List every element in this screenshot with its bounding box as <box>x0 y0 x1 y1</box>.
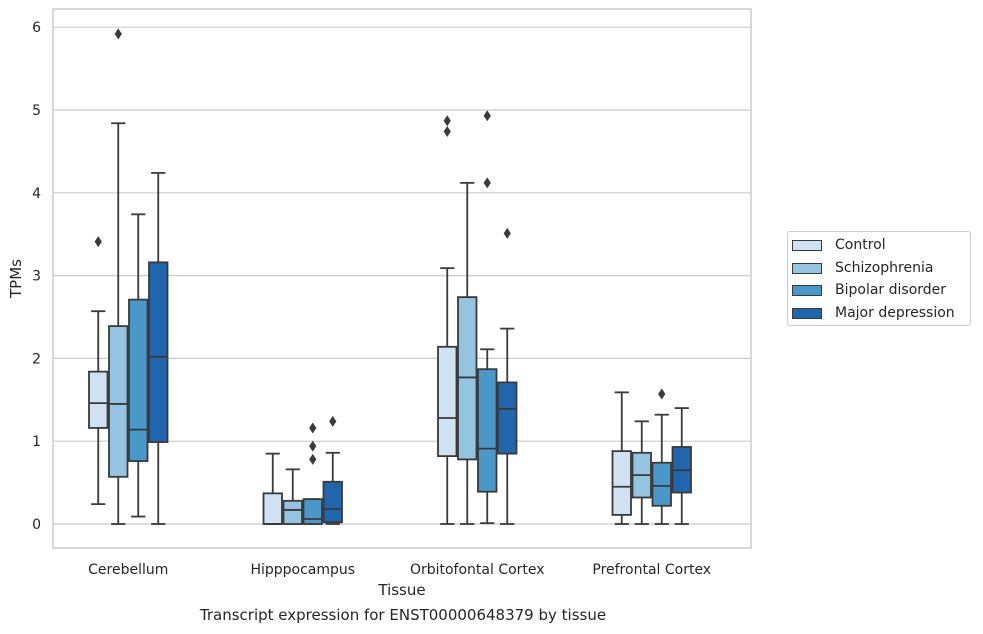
y-axis-label: TPMs <box>7 259 25 299</box>
legend-label-control: Control <box>835 237 886 253</box>
box <box>651 461 672 507</box>
y-tick-label: 3 <box>32 269 41 285</box>
box <box>282 499 303 525</box>
outlier-point <box>483 110 491 122</box>
x-tick-label: Hipppocampus <box>250 562 355 578</box>
x-tick-label: Prefrontal Cortex <box>592 562 711 578</box>
outlier-point <box>114 28 122 40</box>
legend-label-bipolar-disorder: Bipolar disorder <box>835 282 947 298</box>
outlier-point <box>443 115 451 127</box>
box <box>262 492 283 525</box>
box <box>148 261 169 443</box>
outlier-point <box>309 453 317 465</box>
legend-swatch-major-depression <box>792 307 822 319</box>
outlier-point <box>658 388 666 400</box>
legend-item-control: Control <box>792 235 886 255</box>
y-tick-label: 6 <box>32 20 41 36</box>
box <box>108 325 129 478</box>
box <box>322 480 343 524</box>
legend-swatch-bipolar-disorder <box>792 284 822 296</box>
legend-swatch-control <box>792 239 822 251</box>
box <box>128 298 149 462</box>
legend-item-bipolar-disorder: Bipolar disorder <box>792 280 946 300</box>
outlier-point <box>94 236 102 248</box>
box <box>437 345 458 458</box>
y-tick-label: 1 <box>32 434 41 450</box>
outlier-point <box>309 422 317 434</box>
x-tick-label: Orbitofontal Cortex <box>410 562 545 578</box>
x-axis-label: Tissue <box>377 581 425 599</box>
outlier-point <box>329 415 337 427</box>
y-tick-label: 5 <box>32 103 41 119</box>
box <box>302 498 323 525</box>
box <box>611 450 632 516</box>
outlier-point <box>443 126 451 138</box>
legend-label-major-depression: Major depression <box>835 305 955 321</box>
outlier-point <box>483 177 491 189</box>
box <box>477 368 498 493</box>
legend-swatch-schizophrenia <box>792 262 822 274</box>
legend-item-schizophrenia: Schizophrenia <box>792 258 933 278</box>
outlier-point <box>309 440 317 452</box>
chart-caption: Transcript expression for ENST0000064837… <box>199 606 607 624</box>
plot-frame <box>52 8 752 549</box>
legend-label-schizophrenia: Schizophrenia <box>835 260 934 276</box>
y-tick-label: 4 <box>32 186 41 202</box>
box <box>497 381 518 455</box>
box <box>88 370 109 429</box>
y-tick-label: 0 <box>32 517 41 533</box>
y-tick-label: 2 <box>32 351 41 367</box>
legend: Control Schizophrenia Bipolar disorder M… <box>787 231 971 326</box>
x-tick-label: Cerebellum <box>88 562 168 578</box>
legend-item-major-depression: Major depression <box>792 303 955 323</box>
outlier-point <box>503 227 511 239</box>
